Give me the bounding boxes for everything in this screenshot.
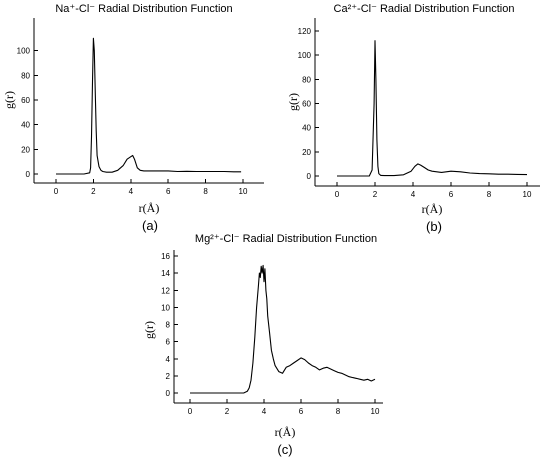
- panel-a-y-tick-label: 20: [21, 145, 30, 154]
- panel-c-y-tick-label: 2: [166, 372, 171, 381]
- panel-a-x-tick-label: 0: [54, 187, 59, 196]
- panel-a-title: Na⁺-Cl⁻ Radial Distribution Function: [55, 3, 232, 15]
- panel-b-x-tick-label: 2: [373, 190, 378, 199]
- panel-c-y-tick-label: 8: [166, 321, 171, 330]
- panel-c-ticks: 0 2 4 6 8 10 0 2 4 6 8 10 12 14 16: [161, 252, 380, 416]
- panel-c-y-tick-label: 12: [161, 286, 170, 295]
- panel-c-x-tick-label: 4: [262, 407, 267, 416]
- panel-c-y-label: g(r): [142, 321, 156, 339]
- panel-c-y-tick-label: 4: [166, 355, 171, 364]
- panel-a-x-tick-label: 10: [239, 187, 248, 196]
- panel-c-chart: Mg²⁺-Cl⁻ Radial Distribution Function 0 2…: [142, 233, 383, 457]
- panel-c-x-tick-label: 6: [299, 407, 304, 416]
- panel-b-x-label: r(Å): [422, 202, 443, 216]
- panel-b-x-tick-label: 8: [487, 190, 492, 199]
- panel-b-y-label: g(r): [286, 93, 300, 111]
- panel-a-y-tick-label: 40: [21, 121, 30, 130]
- panel-a-x-tick-label: 2: [91, 187, 96, 196]
- panel-b-y-tick-label: 80: [302, 75, 311, 84]
- panel-c-y-tick-label: 6: [166, 338, 171, 347]
- panel-a-y-tick-label: 100: [17, 47, 31, 56]
- panel-b-label: (b): [426, 219, 442, 234]
- panel-b-chart: Ca²⁺-Cl⁻ Radial Distribution Function 0 2…: [286, 3, 540, 234]
- panel-b-y-tick-label: 0: [307, 172, 312, 181]
- panel-c-series-line: [190, 264, 376, 394]
- panel-c-title: Mg²⁺-Cl⁻ Radial Distribution Function: [195, 233, 377, 245]
- panel-a-y-tick-label: 80: [21, 71, 30, 80]
- panel-b-x-tick-label: 10: [523, 190, 532, 199]
- panel-a-label: (a): [142, 218, 158, 233]
- panel-a-x-tick-label: 4: [129, 187, 134, 196]
- panel-a-y-label: g(r): [2, 91, 16, 109]
- panel-c-x-tick-label: 0: [188, 407, 193, 416]
- panel-b-x-tick-label: 4: [411, 190, 416, 199]
- panel-b-y-tick-label: 100: [298, 51, 312, 60]
- panel-c-y-tick-label: 16: [161, 252, 170, 261]
- panel-c-y-tick-label: 10: [161, 303, 170, 312]
- panel-c-x-tick-label: 10: [371, 407, 380, 416]
- panel-a-x-label: r(Å): [139, 201, 160, 215]
- panel-a-chart: Na⁺-Cl⁻ Radial Distribution Function 0 2 4…: [2, 3, 264, 233]
- panel-b-x-tick-label: 0: [335, 190, 340, 199]
- panel-b-series-line: [337, 40, 528, 177]
- panel-c-y-tick-label: 0: [166, 389, 171, 398]
- panel-a-x-tick-label: 6: [166, 187, 171, 196]
- panel-c-x-label: r(Å): [275, 425, 296, 439]
- panel-a-y-tick-label: 60: [21, 96, 30, 105]
- panel-b-y-tick-label: 120: [298, 27, 312, 36]
- panel-c-y-tick-label: 14: [161, 269, 170, 278]
- panel-a-x-tick-label: 8: [203, 187, 208, 196]
- panel-c-label: (c): [277, 442, 292, 457]
- panel-b-y-tick-label: 40: [302, 124, 311, 133]
- panel-a-y-tick-label: 0: [26, 170, 31, 179]
- panel-c-x-tick-label: 8: [336, 407, 341, 416]
- panel-c-x-tick-label: 2: [225, 407, 230, 416]
- panel-a-series-line: [56, 37, 242, 175]
- panel-b-title: Ca²⁺-Cl⁻ Radial Distribution Function: [334, 3, 515, 15]
- panel-b-y-tick-label: 20: [302, 148, 311, 157]
- panel-b-y-tick-label: 60: [302, 100, 311, 109]
- panel-b-x-tick-label: 6: [449, 190, 454, 199]
